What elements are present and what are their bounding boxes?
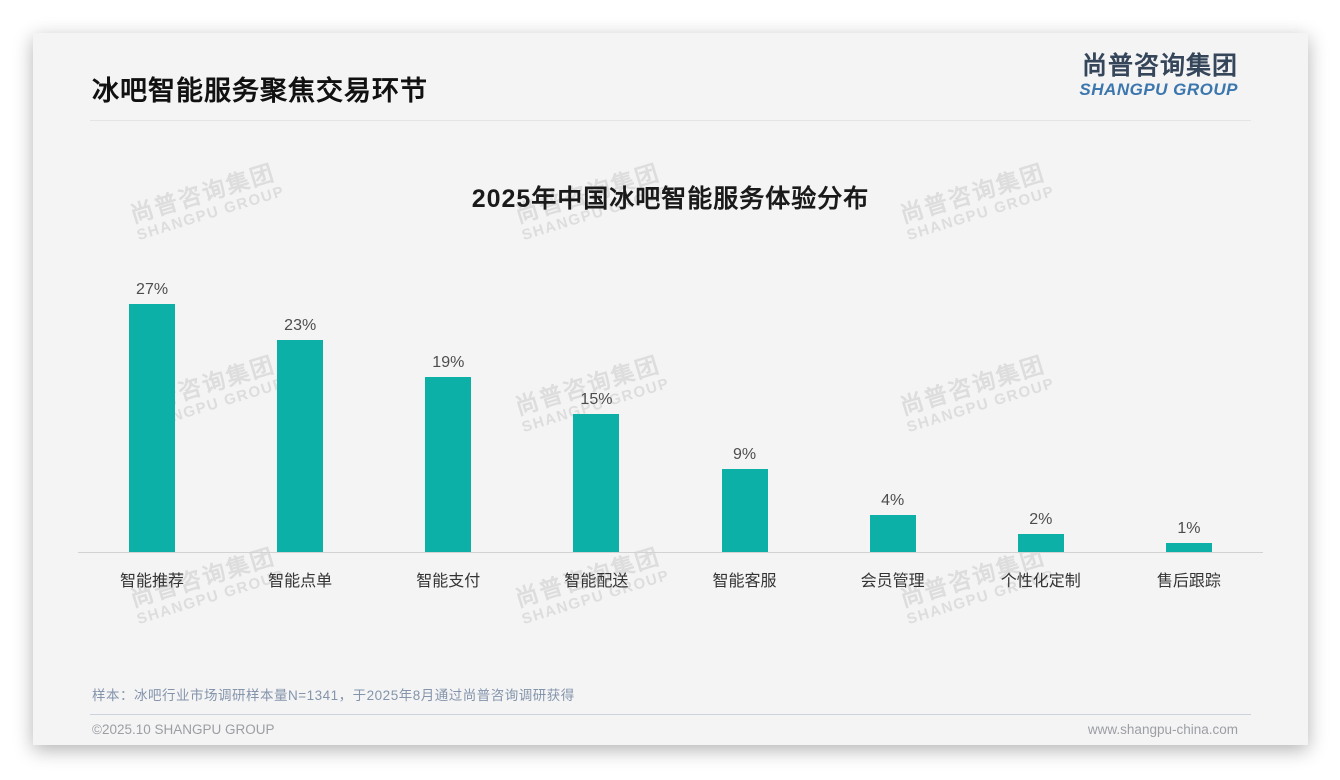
chart-title: 2025年中国冰吧智能服务体验分布	[471, 185, 870, 213]
bar-column: 23%	[226, 317, 374, 552]
footer-divider	[90, 714, 1251, 715]
page-title: 冰吧智能服务聚焦交易环节	[92, 76, 428, 106]
copyright-text: ©2025.10 SHANGPU GROUP	[92, 722, 275, 737]
bar	[869, 515, 916, 552]
bar-column: 9%	[671, 446, 819, 552]
bar-column: 4%	[819, 492, 967, 552]
bar-value-label: 4%	[881, 492, 905, 510]
category-label: 个性化定制	[1000, 573, 1081, 590]
bar-chart-plot: 27% 23% 19% 15% 9% 4% 2% 1%	[78, 281, 1263, 553]
category-label: 售后跟踪	[1156, 573, 1221, 590]
sample-footnote: 样本：冰吧行业市场调研样本量N=1341，于2025年8月通过尚普咨询调研获得	[92, 688, 575, 703]
bar	[573, 414, 620, 552]
category-label: 智能推荐	[120, 573, 185, 590]
website-url: www.shangpu-china.com	[1087, 722, 1238, 737]
category-label: 智能客服	[712, 573, 777, 590]
bar	[1017, 533, 1064, 552]
report-slide: 尚普咨询集团 SHANGPU GROUP 尚普咨询集团 SHANGPU GROUP 尚普…	[33, 33, 1308, 745]
category-axis: 智能推荐 智能点单 智能支付 智能配送 智能客服 会员管理 个性化定制 售后跟踪	[78, 567, 1263, 591]
bar	[1165, 542, 1212, 552]
bar-value-label: 1%	[1177, 519, 1201, 537]
bar-column: 19%	[374, 354, 522, 552]
category-label: 智能点单	[268, 573, 333, 590]
bar-column: 15%	[522, 391, 670, 552]
bar-value-label: 27%	[136, 280, 169, 298]
bar-value-label: 19%	[432, 354, 465, 372]
bar-column: 1%	[1115, 520, 1263, 552]
bar-value-label: 9%	[733, 446, 757, 464]
bar	[425, 377, 472, 552]
bar-column: 27%	[78, 281, 226, 552]
bar	[129, 303, 176, 552]
bar-column: 2%	[967, 511, 1115, 552]
bar-value-label: 23%	[284, 317, 317, 335]
header-divider	[90, 120, 1251, 121]
logo-text-en: SHANGPU GROUP	[1079, 79, 1238, 99]
bar	[721, 469, 768, 552]
company-logo: 尚普咨询集团 SHANGPU GROUP	[1079, 52, 1238, 99]
category-label: 智能支付	[416, 573, 481, 590]
bar-value-label: 2%	[1029, 510, 1053, 528]
category-label: 会员管理	[860, 573, 925, 590]
logo-text-cn: 尚普咨询集团	[1081, 52, 1238, 80]
bar-value-label: 15%	[580, 391, 613, 408]
bar	[277, 340, 324, 552]
category-label: 智能配送	[564, 573, 629, 590]
